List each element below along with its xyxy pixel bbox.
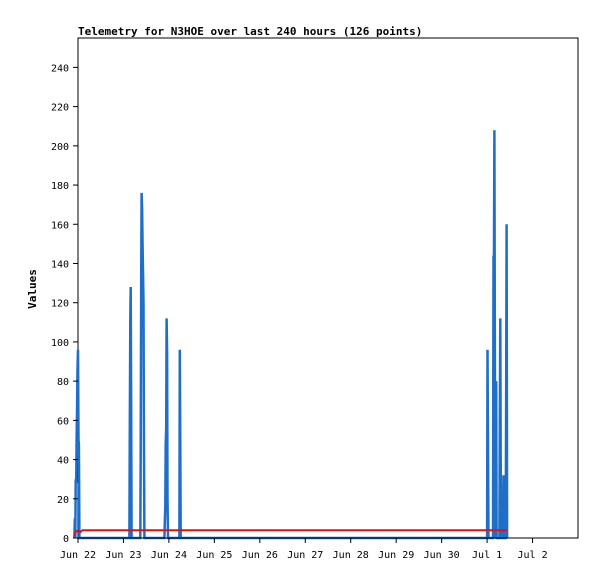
- series-line-2: [73, 528, 508, 537]
- x-tick-label: Jun 27: [287, 550, 323, 561]
- y-tick-label: 60: [57, 416, 69, 427]
- x-tick-label: Jun 26: [242, 550, 278, 561]
- x-tick-label: Jul 1: [472, 550, 502, 561]
- series-line-1: [73, 130, 509, 540]
- x-tick-label: Jun 29: [378, 550, 414, 561]
- y-tick-label: 160: [51, 220, 69, 231]
- y-tick-label: 120: [51, 299, 69, 310]
- x-tick-label: Jun 22: [60, 550, 96, 561]
- y-tick-label: 0: [63, 534, 69, 545]
- y-tick-label: 140: [51, 259, 69, 270]
- y-tick-label: 200: [51, 142, 69, 153]
- x-tick-label: Jun 23: [105, 550, 141, 561]
- y-tick-label: 20: [57, 495, 69, 506]
- y-tick-label: 40: [57, 456, 69, 467]
- x-tick-label: Jul 2: [517, 550, 547, 561]
- y-tick-label: 100: [51, 338, 69, 349]
- y-tick-label: 220: [51, 103, 69, 114]
- y-tick-label: 80: [57, 377, 69, 388]
- y-tick-label: 240: [51, 63, 69, 74]
- x-tick-label: Jun 28: [333, 550, 369, 561]
- x-tick-label: Jun 25: [196, 550, 232, 561]
- x-tick-label: Jun 24: [151, 550, 187, 561]
- y-tick-label: 180: [51, 181, 69, 192]
- series-layer: [73, 130, 509, 540]
- x-axis: Jun 22 Jun 23 Jun 24 Jun 25 Jun 26 Jun 27 Jun …: [60, 537, 578, 561]
- chart-title: Telemetry for N3HOE over last 240 hours …: [78, 25, 422, 38]
- plot-area: [77, 37, 579, 539]
- y-axis-label: Values: [26, 269, 39, 309]
- y-axis: 0 20 40 60 80 100 120 140 160 180 200 220 240: [51, 63, 78, 545]
- x-tick-label: Jun 30: [424, 550, 460, 561]
